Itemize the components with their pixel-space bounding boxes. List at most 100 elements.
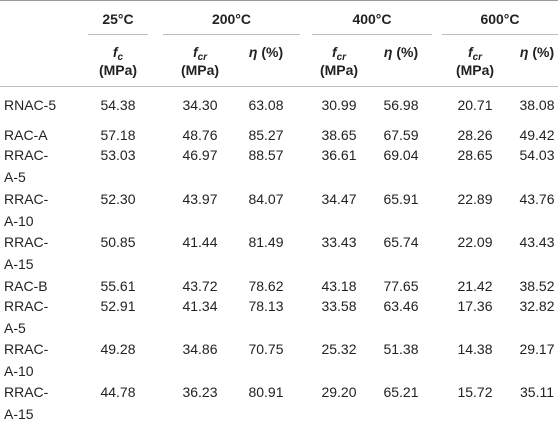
column-unit: (MPa) [180,62,220,78]
row-label: A-15 [4,255,34,272]
row-label: RRAC- [4,298,49,314]
column-symbol: fcr [165,44,235,66]
column-unit: (MPa) [455,62,495,78]
group-header: 25°C [102,11,134,27]
column-unit: (%) [532,44,555,60]
table-cell: 78.62 [248,278,284,294]
group-header: 600°C [480,11,520,27]
column-symbol: fcr [304,44,374,66]
symbol-subscript: cr [472,52,483,63]
table-cell: 38.52 [519,278,555,294]
table-cell: 34.86 [182,341,218,357]
table-cell: 50.85 [100,234,136,250]
table-cell: 34.47 [321,191,357,207]
column-unit: (MPa) [98,62,138,78]
table-cell: 25.32 [321,341,357,357]
row-label: RRAC- [4,234,49,250]
row-label: A-5 [4,168,26,185]
symbol-text: f [192,44,198,60]
row-label: RRAC- [4,384,49,400]
column-symbol: η (%) [502,44,558,61]
symbol-subscript: c [117,52,124,63]
symbol-text: f [331,44,337,60]
table-cell: 28.65 [457,147,493,163]
table-cell: 14.38 [457,341,493,357]
table-cell: 44.78 [100,384,136,400]
column-symbol: fcr [440,44,510,66]
table-cell: 81.49 [248,234,284,250]
symbol-text: η [519,44,529,60]
symbol-text: f [112,44,118,60]
table-cell: 63.08 [248,97,284,113]
table-cell: 77.65 [383,278,419,294]
table-cell: 21.42 [457,278,493,294]
table-cell: 38.65 [321,127,357,143]
table-cell: 29.17 [519,341,555,357]
table-cell: 49.42 [519,127,555,143]
table-cell: 84.07 [248,191,284,207]
row-label: A-10 [4,212,34,229]
symbol-text: f [467,44,473,60]
row-label: RNAC-5 [4,97,57,113]
table-rule [88,34,148,35]
table-cell: 65.21 [383,384,419,400]
table-cell: 54.03 [519,147,555,163]
column-unit: (%) [261,44,284,60]
column-symbol: fc [83,44,153,66]
column-symbol: η (%) [366,44,436,61]
row-label: RAC-A [4,127,48,143]
table-cell: 43.72 [182,278,218,294]
row-label: A-5 [4,319,26,336]
column-symbol: η (%) [231,44,301,61]
table-cell: 36.23 [182,384,218,400]
symbol-subscript: cr [336,52,347,63]
table-cell: 43.97 [182,191,218,207]
row-label: RRAC- [4,191,49,207]
table-cell: 55.61 [100,278,136,294]
table-cell: 15.72 [457,384,493,400]
table-cell: 69.04 [383,147,419,163]
table-cell: 33.43 [321,234,357,250]
table-cell: 20.71 [457,97,493,113]
table-cell: 33.58 [321,298,357,314]
table-cell: 43.43 [519,234,555,250]
table-cell: 78.13 [248,298,284,314]
table-cell: 48.76 [182,127,218,143]
symbol-subscript: cr [197,52,208,63]
table-cell: 52.30 [100,191,136,207]
table-cell: 63.46 [383,298,419,314]
table-cell: 67.59 [383,127,419,143]
row-label: A-10 [4,362,34,379]
table-rule [0,86,558,87]
table-cell: 85.27 [248,127,284,143]
group-header: 200°C [211,11,252,27]
table-cell: 56.98 [383,97,419,113]
table-cell: 65.91 [383,191,419,207]
table-cell: 36.61 [321,147,357,163]
table-cell: 38.08 [519,97,555,113]
table-cell: 30.99 [321,97,357,113]
table-cell: 70.75 [248,341,284,357]
table-cell: 28.26 [457,127,493,143]
table-rule [312,34,432,35]
row-label: RAC-B [4,278,48,294]
table-cell: 34.30 [182,97,218,113]
table-cell: 52.91 [100,298,136,314]
column-unit: (%) [396,44,419,60]
table-cell: 35.11 [520,384,554,400]
table-cell: 46.97 [182,147,218,163]
symbol-text: η [248,44,258,60]
table-cell: 22.09 [457,234,493,250]
table-cell: 57.18 [100,127,136,143]
table-rule [442,34,558,35]
table-cell: 41.34 [182,298,218,314]
symbol-text: η [383,44,393,60]
table-cell: 88.57 [248,147,284,163]
row-label: RRAC- [4,147,49,163]
table-cell: 29.20 [321,384,357,400]
table-cell: 41.44 [182,234,218,250]
group-header: 400°C [352,11,392,27]
table-cell: 49.28 [100,341,136,357]
column-unit: (MPa) [319,62,359,78]
table-cell: 43.76 [519,191,555,207]
